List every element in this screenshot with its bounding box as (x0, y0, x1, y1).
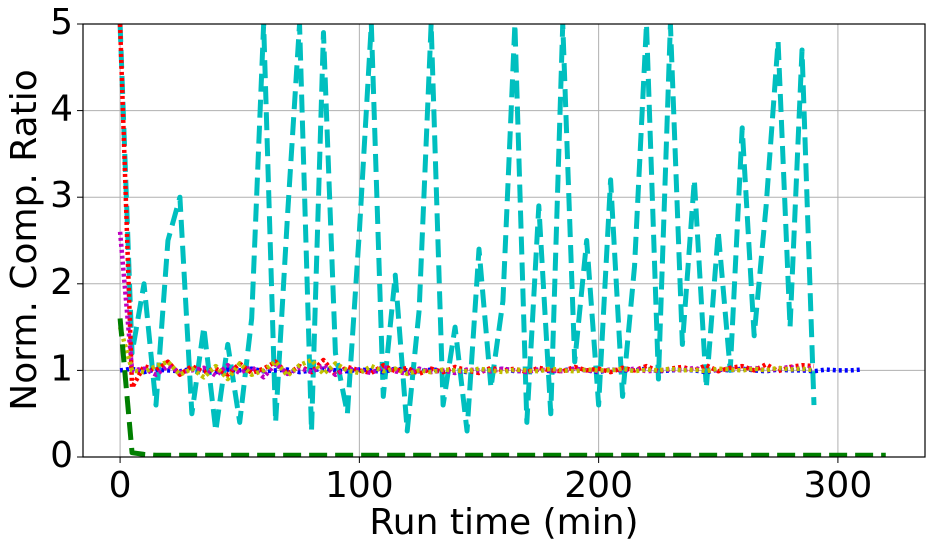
plot-frame (82, 23, 926, 458)
y-tick-label: 3 (50, 175, 73, 216)
series-line (117, 318, 886, 457)
x-axis-label: Run time (min) (369, 502, 638, 543)
y-tick-label: 1 (50, 348, 73, 389)
lines (117, 24, 886, 457)
y-tick-label: 0 (50, 435, 73, 476)
x-tick-label: 0 (109, 465, 132, 506)
y-axis-label: Norm. Comp. Ratio (4, 69, 45, 410)
y-tick-label: 4 (50, 89, 73, 130)
x-tick-label: 200 (564, 465, 633, 506)
series-line (117, 24, 817, 434)
y-tick-label: 2 (50, 262, 73, 303)
y-tick-label: 5 (50, 2, 73, 43)
ticks: 0 100 200 300 0 1 2 3 4 5 (50, 2, 872, 506)
x-tick-label: 100 (325, 465, 394, 506)
series-line (117, 326, 815, 382)
x-tick-label: 300 (804, 465, 873, 506)
